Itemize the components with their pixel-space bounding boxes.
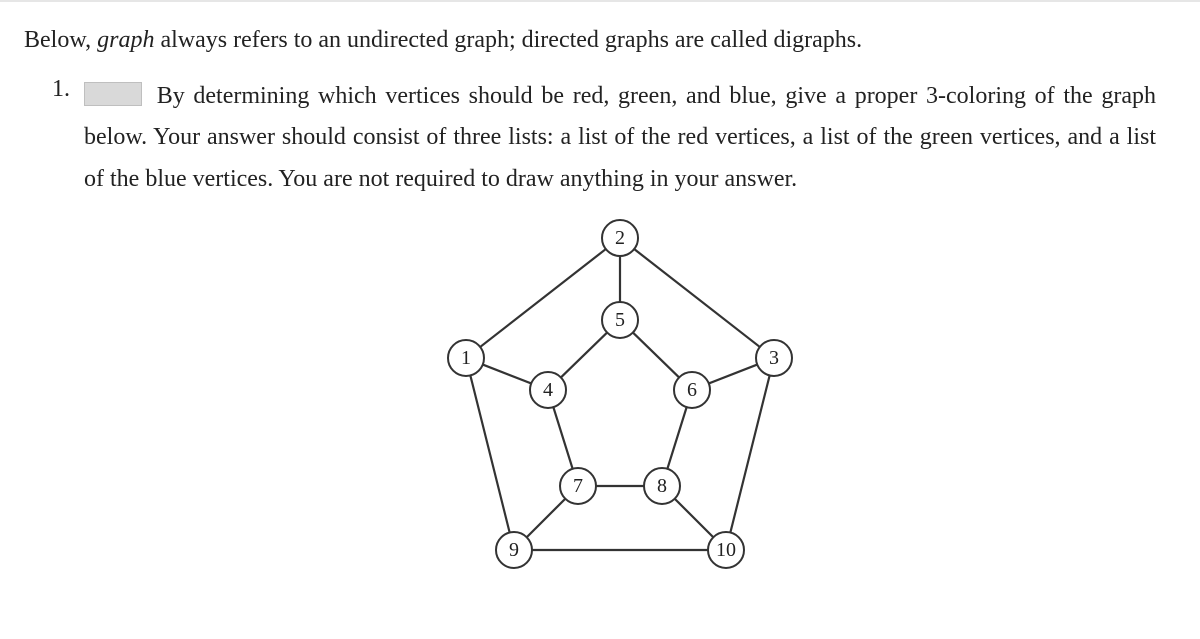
node-label-10: 10 <box>716 539 736 561</box>
edge-10-8 <box>675 499 714 538</box>
edge-6-5 <box>633 332 679 377</box>
edge-5-4 <box>561 332 607 377</box>
graph-figure: 1 2 3 4 5 6 7 8 9 10 <box>84 208 1156 578</box>
edge-1-4 <box>483 364 531 383</box>
node-label-6: 6 <box>687 379 697 401</box>
node-label-9: 9 <box>509 539 519 561</box>
node-label-5: 5 <box>615 309 625 331</box>
problem-number: 1. <box>52 76 84 103</box>
node-label-2: 2 <box>615 227 625 249</box>
edge-1-2 <box>480 249 606 347</box>
intro-graph-word: graph <box>97 27 154 53</box>
points-badge <box>84 82 142 106</box>
node-label-8: 8 <box>657 475 667 497</box>
page: Below, graph always refers to an undirec… <box>0 0 1200 639</box>
node-label-1: 1 <box>461 347 471 369</box>
intro-pre: Below, <box>24 27 97 53</box>
problem-text: By determining which vertices should be … <box>84 83 1156 192</box>
intro-post: always refers to an undirected graph; di… <box>154 27 862 53</box>
intro-paragraph: Below, graph always refers to an undirec… <box>24 22 1176 58</box>
node-label-4: 4 <box>543 379 553 401</box>
edge-3-10 <box>730 375 769 532</box>
edge-9-7 <box>527 499 566 538</box>
problem-1: 1. By determining which vertices should … <box>52 76 1156 578</box>
edge-4-7 <box>553 407 572 469</box>
edge-9-1 <box>470 375 509 532</box>
problem-body: By determining which vertices should be … <box>84 76 1156 578</box>
edge-8-6 <box>667 407 686 469</box>
node-label-7: 7 <box>573 475 583 497</box>
edge-3-6 <box>709 364 757 383</box>
petersen-graph: 1 2 3 4 5 6 7 8 9 10 <box>410 208 830 578</box>
edge-2-3 <box>634 249 760 347</box>
node-label-3: 3 <box>769 347 779 369</box>
graph-edges <box>470 249 769 550</box>
